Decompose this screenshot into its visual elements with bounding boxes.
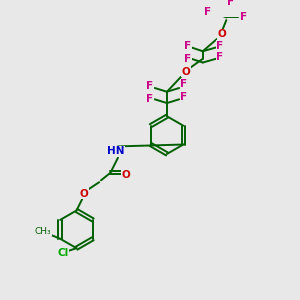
Text: O: O <box>182 67 190 77</box>
Text: O: O <box>217 29 226 39</box>
Text: F: F <box>216 40 223 51</box>
Text: F: F <box>240 12 247 22</box>
Text: CH₃: CH₃ <box>35 227 52 236</box>
Text: O: O <box>121 170 130 180</box>
Text: O: O <box>80 188 88 199</box>
Text: F: F <box>146 81 154 91</box>
Text: F: F <box>184 54 191 64</box>
Text: F: F <box>184 40 191 51</box>
Text: F: F <box>146 94 154 104</box>
Text: F: F <box>180 92 188 102</box>
Text: F: F <box>180 79 188 89</box>
Text: F: F <box>227 0 235 7</box>
Text: HN: HN <box>107 146 125 156</box>
Text: F: F <box>216 52 223 62</box>
Text: F: F <box>204 7 211 17</box>
Text: Cl: Cl <box>58 248 69 258</box>
